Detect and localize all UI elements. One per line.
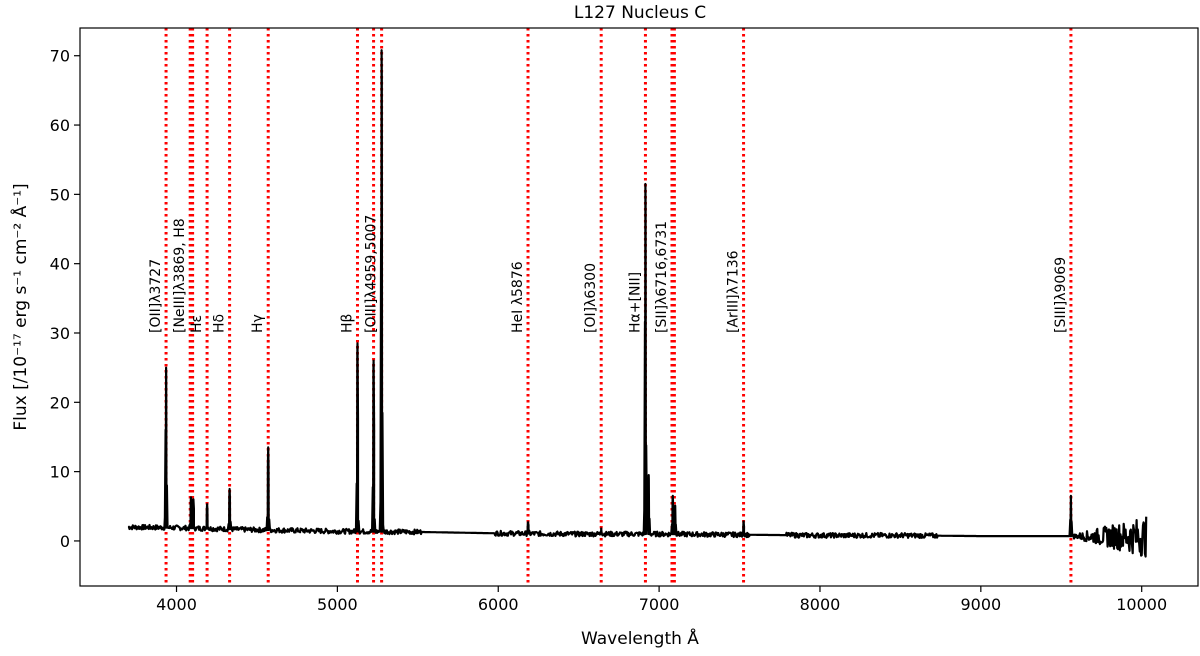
- spectrum-series: [127, 49, 1148, 558]
- emission-line-label: Hδ: [212, 314, 228, 333]
- emission-line-label: [SII]λ6716,6731: [654, 221, 670, 333]
- emission-line-label: Hβ: [340, 314, 356, 333]
- y-tick-label: 50: [50, 185, 70, 204]
- chart-title: L127 Nucleus C: [574, 3, 706, 23]
- x-tick-label: 9000: [960, 595, 1001, 614]
- emission-line-label: HeI λ5876: [510, 261, 526, 333]
- x-tick-label: 8000: [800, 595, 841, 614]
- y-tick-label: 10: [50, 463, 70, 482]
- emission-line-label: [NeIII]λ3869, H8: [172, 218, 188, 333]
- y-tick-label: 20: [50, 393, 70, 412]
- emission-line-label: [OII]λ3727: [148, 259, 164, 333]
- x-tick-label: 4000: [156, 595, 197, 614]
- x-axis-title: Wavelength Å: [581, 627, 699, 649]
- y-tick-label: 0: [60, 532, 70, 551]
- plot-area: [OII]λ3727 [NeIII]λ3869, H8 Hε Hδ Hγ Hβ [OIII]…: [127, 28, 1148, 586]
- emission-line-label: [ArIII]λ7136: [726, 250, 742, 333]
- emission-line-label: [OIII]λ4959,5007: [364, 215, 380, 333]
- plot-frame: [79, 27, 1199, 587]
- y-tick-label: 30: [50, 324, 70, 343]
- emission-line-label: Hα+[NII]: [627, 272, 643, 333]
- x-tick-label: 7000: [639, 595, 680, 614]
- axes: 4000 5000 6000 7000 8000 9000 10000 0 10 20 30 40 50…: [50, 27, 1199, 614]
- emission-line-label: [SIII]λ9069: [1053, 257, 1069, 333]
- emission-line-label: [OI]λ6300: [583, 263, 599, 333]
- x-tick-label: 6000: [478, 595, 519, 614]
- emission-line-label: Hγ: [250, 314, 266, 333]
- x-tick-label: 10000: [1116, 595, 1167, 614]
- emission-line-label: Hε: [189, 315, 205, 333]
- y-tick-label: 60: [50, 116, 70, 135]
- y-tick-label: 70: [50, 47, 70, 66]
- y-tick-label: 40: [50, 255, 70, 274]
- x-tick-label: 5000: [317, 595, 358, 614]
- y-axis-title: Flux [/10⁻¹⁷ erg s⁻¹ cm⁻² Å⁻¹]: [9, 183, 31, 430]
